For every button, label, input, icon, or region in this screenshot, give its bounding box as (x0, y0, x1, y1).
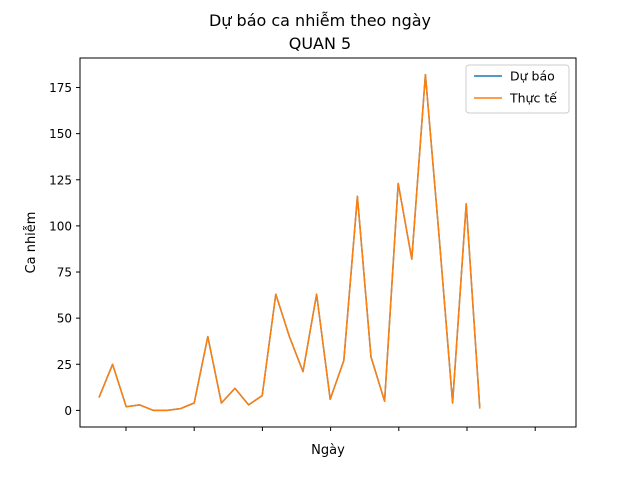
series-layer (98, 73, 481, 412)
y-axis-label: Ca nhiễm (24, 212, 39, 274)
y-tick-label-3: 75 (57, 266, 72, 280)
x-axis-label: Ngày (311, 443, 345, 458)
plot-frame (79, 57, 577, 428)
chart-title: Dự báo ca nhiễm theo ngày (209, 11, 431, 30)
chart-subtitle: QUAN 5 (289, 34, 351, 53)
legend-box (465, 64, 570, 114)
legend-label-du-bao: Dự báo (510, 69, 555, 84)
series-line-1 (98, 73, 481, 412)
y-tick-label-4: 100 (49, 219, 72, 233)
legend-label-thuc-te: Thực tế (509, 91, 557, 106)
y-tick-label-6: 150 (49, 127, 72, 141)
y-tick-label-5: 125 (49, 173, 72, 187)
y-tick-label-2: 50 (57, 312, 72, 326)
axis-layer: 0 25 50 75 100 125 150 175 (49, 81, 536, 431)
y-tick-label-1: 25 (57, 358, 72, 372)
y-tick-label-0: 0 (64, 404, 72, 418)
y-tick-label-7: 175 (49, 81, 72, 95)
legend: Dự báo Thực tế (465, 64, 570, 114)
